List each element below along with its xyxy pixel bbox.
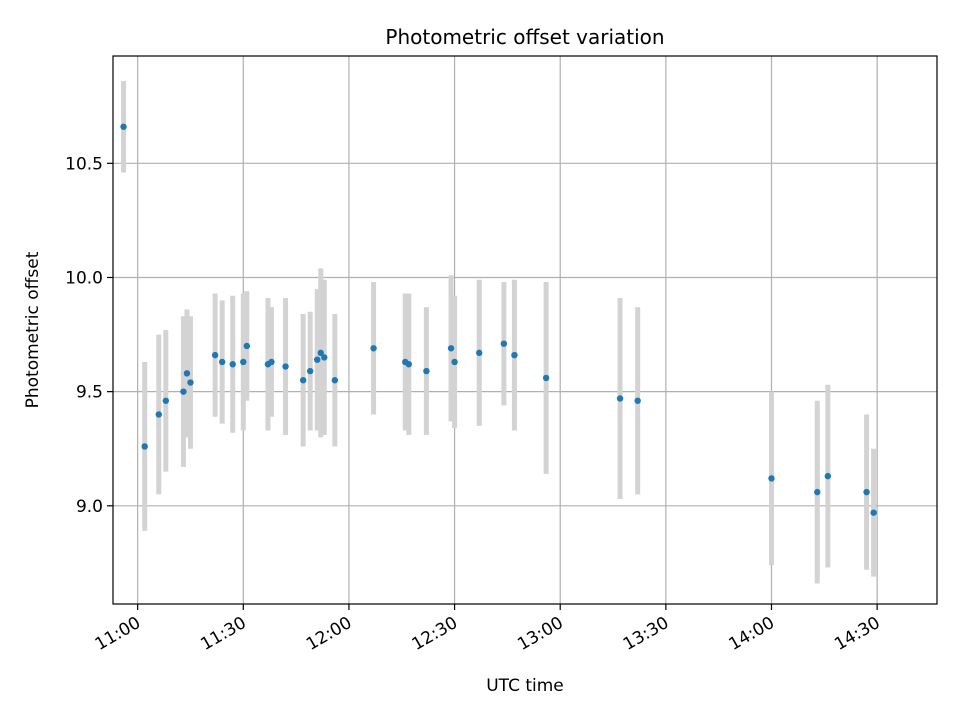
data-point	[314, 356, 321, 363]
data-point	[299, 377, 307, 384]
data-point	[542, 374, 550, 382]
data-point	[183, 370, 191, 377]
data-point	[120, 123, 127, 130]
data-point	[162, 397, 170, 404]
y-axis-ticks: 9.0 9.5 10.0 10.5	[65, 154, 113, 517]
data-point	[870, 509, 877, 516]
chart-title: Photometric offset variation	[385, 25, 664, 49]
data-point	[423, 367, 430, 375]
data-point	[370, 345, 377, 352]
data-point	[451, 358, 458, 366]
data-point	[511, 351, 518, 359]
data-point	[814, 488, 821, 496]
y-tick-label: 9.5	[76, 383, 103, 403]
data-point	[282, 363, 289, 370]
x-axis-label: UTC time	[486, 676, 564, 696]
data-point	[824, 472, 832, 480]
data-point	[447, 345, 455, 352]
data-point	[331, 377, 339, 384]
plot-frame	[112, 55, 938, 605]
y-tick-label: 10.5	[65, 154, 103, 174]
data-point	[141, 443, 148, 450]
data-point	[317, 349, 324, 357]
data-point	[634, 397, 641, 404]
data-point	[500, 340, 508, 347]
data-point	[229, 361, 236, 368]
data-point	[243, 342, 251, 350]
data-point	[321, 354, 328, 361]
data-point	[218, 358, 226, 366]
y-tick-label: 9.0	[76, 497, 103, 517]
data-point	[616, 395, 624, 402]
data-point	[306, 367, 314, 375]
data-point	[768, 475, 775, 482]
data-point	[155, 411, 162, 418]
y-axis-label: Photometric offset	[23, 251, 43, 408]
data-point	[211, 351, 219, 359]
data-point	[863, 488, 870, 496]
data-point	[268, 358, 275, 366]
data-points	[120, 123, 877, 516]
data-point	[240, 358, 247, 366]
data-point	[187, 379, 194, 386]
y-tick-label: 10.0	[65, 268, 103, 288]
data-point	[405, 361, 412, 368]
data-point	[180, 388, 187, 395]
data-point	[476, 349, 483, 357]
